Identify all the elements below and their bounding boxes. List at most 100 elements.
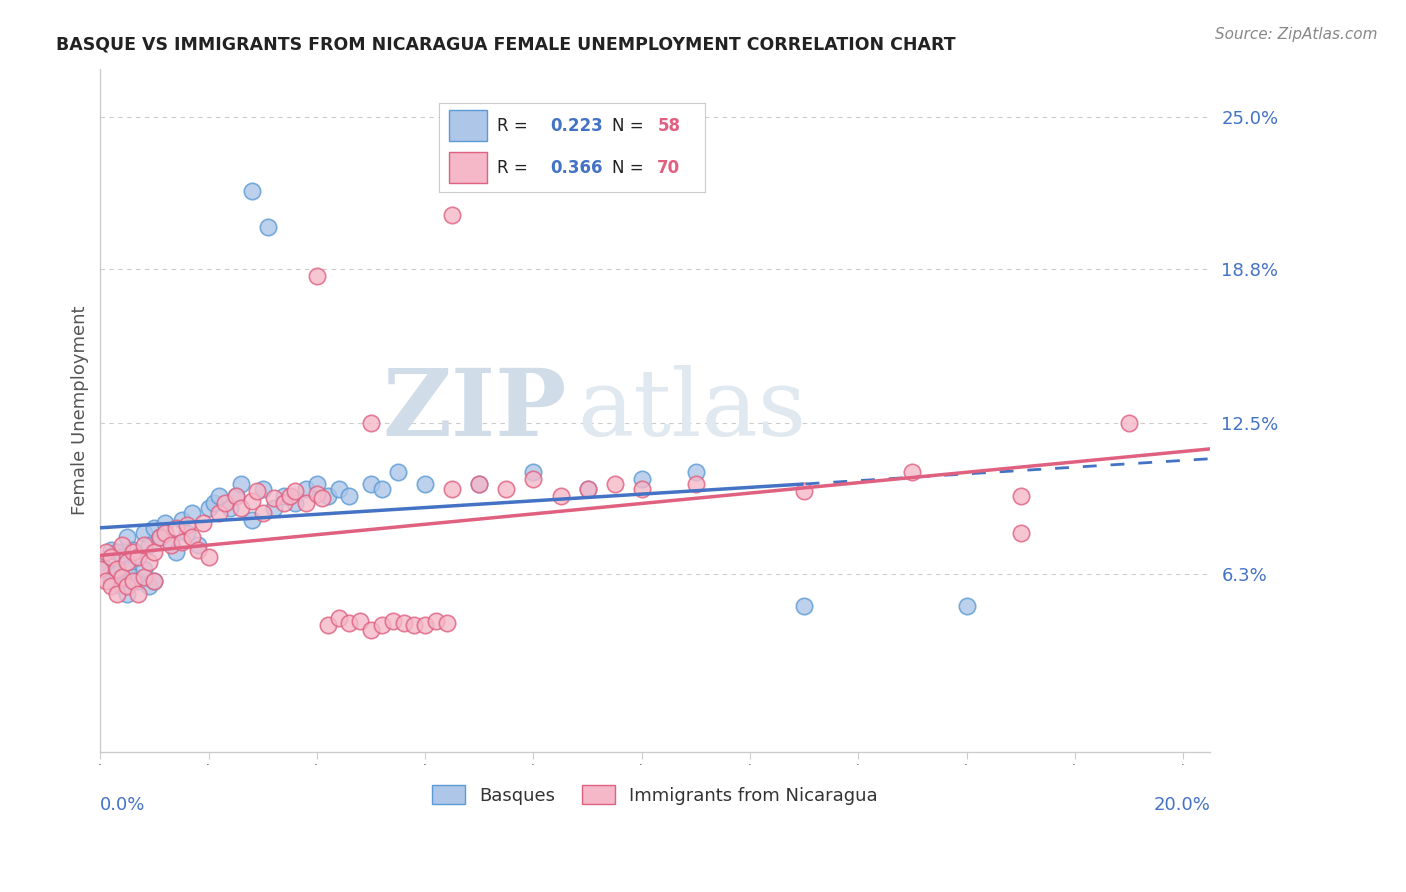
Legend: Basques, Immigrants from Nicaragua: Basques, Immigrants from Nicaragua — [425, 778, 886, 812]
Point — [149, 531, 172, 545]
Point — [1118, 416, 1140, 430]
Point — [138, 579, 160, 593]
Point — [413, 618, 436, 632]
Point — [111, 538, 134, 552]
Point — [263, 491, 285, 506]
Point — [170, 535, 193, 549]
Point — [901, 465, 924, 479]
Point — [138, 555, 160, 569]
Point — [100, 579, 122, 593]
Point — [143, 574, 166, 589]
Point — [225, 489, 247, 503]
Point — [193, 516, 215, 530]
Point — [94, 545, 117, 559]
Point — [105, 587, 128, 601]
Point — [576, 482, 599, 496]
Point — [111, 579, 134, 593]
Point — [132, 569, 155, 583]
Point — [328, 482, 350, 496]
Point — [132, 538, 155, 552]
Point — [187, 542, 209, 557]
Point — [240, 513, 263, 527]
Point — [273, 496, 295, 510]
Point — [522, 472, 544, 486]
Point — [170, 513, 193, 527]
Point — [495, 482, 517, 496]
Point — [273, 489, 295, 503]
Point — [1010, 525, 1032, 540]
Text: ZIP: ZIP — [382, 366, 567, 456]
Point — [387, 465, 409, 479]
Point — [305, 476, 328, 491]
Point — [229, 501, 252, 516]
Point — [225, 489, 247, 503]
Point — [284, 496, 307, 510]
Point — [468, 476, 491, 491]
Point — [316, 618, 339, 632]
Point — [685, 465, 707, 479]
Point — [127, 549, 149, 564]
Point — [441, 208, 464, 222]
Point — [105, 545, 128, 559]
Point — [257, 220, 280, 235]
Point — [240, 184, 263, 198]
Point — [392, 615, 415, 630]
Point — [89, 555, 111, 569]
Point — [240, 493, 263, 508]
Point — [143, 574, 166, 589]
Point — [955, 599, 977, 613]
Point — [576, 482, 599, 496]
Point — [165, 545, 187, 559]
Point — [155, 516, 177, 530]
Point — [360, 416, 382, 430]
Point — [159, 535, 181, 549]
Point — [105, 567, 128, 582]
Point — [117, 555, 139, 569]
Point — [295, 496, 318, 510]
Point — [117, 579, 139, 593]
Point — [436, 615, 458, 630]
Point — [252, 506, 274, 520]
Point — [441, 482, 464, 496]
Text: BASQUE VS IMMIGRANTS FROM NICARAGUA FEMALE UNEMPLOYMENT CORRELATION CHART: BASQUE VS IMMIGRANTS FROM NICARAGUA FEMA… — [56, 36, 956, 54]
Point — [522, 465, 544, 479]
Point — [603, 476, 626, 491]
Point — [360, 624, 382, 638]
Point — [117, 587, 139, 601]
Point — [94, 562, 117, 576]
Point — [208, 489, 231, 503]
Point — [127, 549, 149, 564]
Point — [793, 484, 815, 499]
Point — [117, 531, 139, 545]
Point — [159, 538, 181, 552]
Point — [371, 482, 394, 496]
Point — [295, 482, 318, 496]
Point — [149, 531, 172, 545]
Point — [371, 618, 394, 632]
Point — [94, 574, 117, 589]
Point — [278, 489, 301, 503]
Point — [132, 562, 155, 576]
Point — [219, 501, 242, 516]
Point — [117, 562, 139, 576]
Point — [202, 496, 225, 510]
Point — [181, 506, 204, 520]
Point — [263, 501, 285, 516]
Point — [246, 484, 269, 499]
Point — [685, 476, 707, 491]
Point — [143, 545, 166, 559]
Point — [111, 549, 134, 564]
Point — [121, 545, 143, 559]
Point — [252, 482, 274, 496]
Point — [360, 476, 382, 491]
Point — [413, 476, 436, 491]
Point — [176, 525, 198, 540]
Y-axis label: Female Unemployment: Female Unemployment — [72, 306, 89, 516]
Point — [187, 538, 209, 552]
Point — [337, 615, 360, 630]
Point — [121, 569, 143, 583]
Point — [468, 476, 491, 491]
Text: 20.0%: 20.0% — [1153, 797, 1211, 814]
Point — [381, 614, 404, 628]
Point — [1010, 489, 1032, 503]
